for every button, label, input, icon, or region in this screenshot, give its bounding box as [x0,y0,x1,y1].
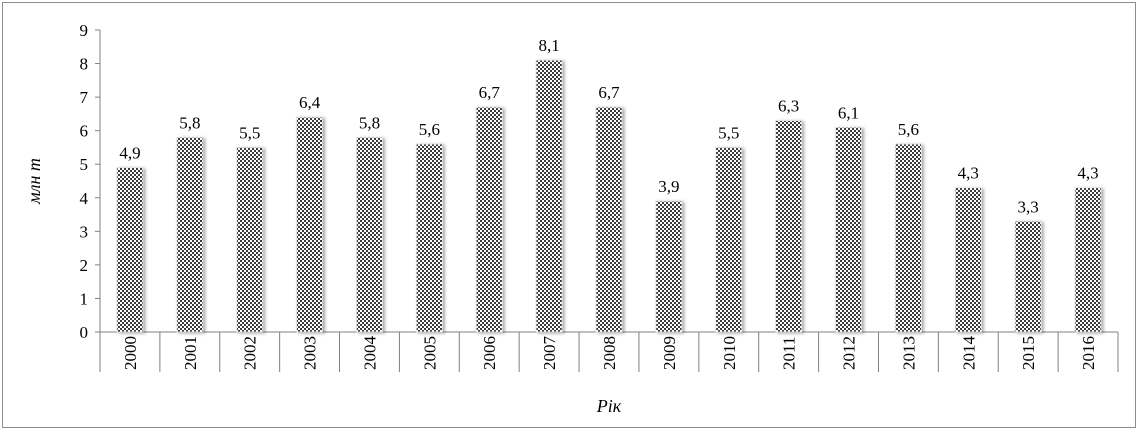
data-label-2004: 5,8 [359,113,380,132]
data-label-2016: 4,3 [1077,164,1098,183]
data-labels: 4,9 5,8 5,5 6,4 5,8 5,6 6,7 8,1 6,7 3,9 5,5 6,3 6,1 5… [119,36,1098,216]
y-tick-label: 9 [80,21,89,40]
y-tick-label: 3 [80,222,89,241]
data-label-2005: 5,6 [419,120,440,139]
x-tick-label: 2009 [660,336,679,370]
bar-2003 [296,116,323,333]
data-label-2006: 6,7 [479,83,501,102]
x-tick-label: 2011 [780,337,799,370]
y-axis-ticks: 0 1 2 3 4 5 6 7 8 9 [80,21,100,342]
data-label-2002: 5,5 [239,123,260,142]
bar-2001 [176,136,204,333]
data-label-2010: 5,5 [718,123,739,142]
data-label-2014: 4,3 [958,164,979,183]
x-axis-ticks: 2000 2001 2002 2003 2004 2005 2006 2007 2008 2009… [121,336,1098,371]
bars [116,59,1102,333]
x-tick-label: 2014 [959,336,978,371]
x-tick-label: 2002 [241,336,260,370]
data-label-2015: 3,3 [1018,197,1039,216]
x-tick-label: 2012 [840,336,859,370]
x-tick-label: 2015 [1019,336,1038,370]
data-label-2009: 3,9 [658,177,679,196]
x-tick-label: 2003 [301,336,320,370]
x-tick-label: 2016 [1079,336,1098,370]
y-tick-label: 1 [80,289,89,308]
y-axis-title: млн т [24,158,44,205]
bar-2013 [895,143,922,333]
bar-2002 [236,147,264,333]
bar-2004 [356,136,383,333]
x-tick-label: 2001 [181,336,200,370]
bar-2009 [655,200,683,333]
data-label-2007: 8,1 [538,36,559,55]
y-tick-label: 8 [80,55,89,74]
x-tick-label: 2010 [720,336,739,370]
x-tick-label: 2006 [480,336,499,370]
x-axis-title: Рік [596,396,622,416]
bar-2010 [715,147,743,333]
x-tick-label: 2000 [121,336,140,370]
bar-2016 [1074,187,1102,333]
bar-2011 [775,120,803,333]
y-tick-label: 2 [80,256,89,275]
y-tick-label: 7 [80,88,89,107]
data-label-2000: 4,9 [119,144,140,163]
bar-2015 [1014,220,1042,333]
bar-2012 [835,126,862,333]
bar-2008 [595,106,623,333]
x-tick-label: 2004 [360,336,379,371]
data-label-2013: 5,6 [898,120,919,139]
bar-2014 [954,187,982,333]
y-tick-label: 0 [80,323,89,342]
data-label-2003: 6,4 [299,93,321,112]
bar-2007 [535,59,563,333]
data-label-2011: 6,3 [778,97,799,116]
x-tick-label: 2005 [420,336,439,370]
y-tick-label: 5 [80,155,89,174]
y-tick-label: 6 [80,122,89,141]
x-tick-label: 2008 [600,336,619,370]
bar-2005 [415,143,443,333]
x-tick-label: 2013 [899,336,918,370]
data-label-2012: 6,1 [838,103,859,122]
data-label-2001: 5,8 [179,113,200,132]
data-label-2008: 6,7 [598,83,620,102]
bar-2006 [475,106,503,333]
x-axis-dividers [99,332,1119,372]
y-tick-label: 4 [80,189,89,208]
bar-2000 [116,167,144,333]
x-tick-label: 2007 [540,336,559,371]
